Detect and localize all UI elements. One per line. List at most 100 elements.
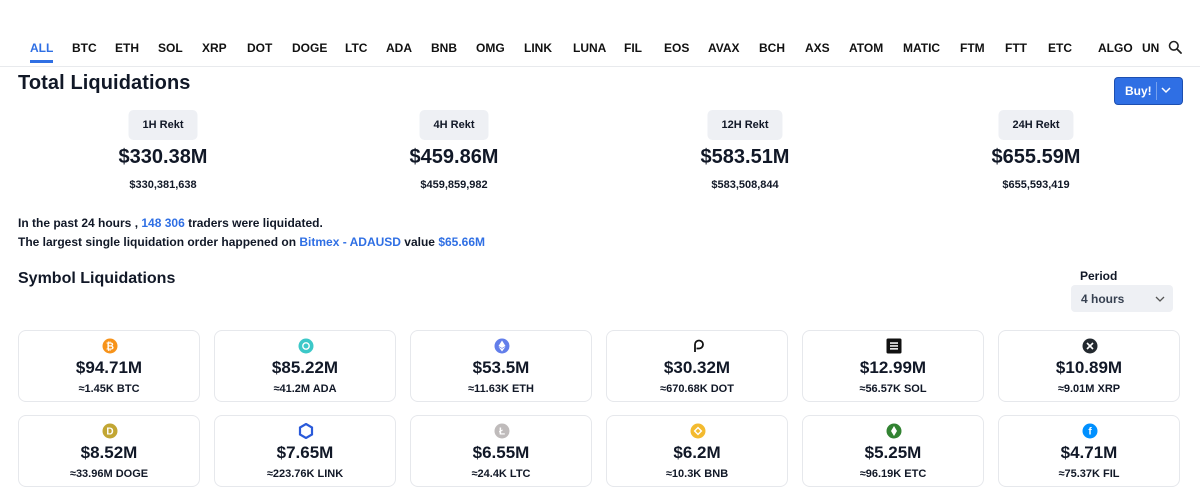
tab-eth[interactable]: ETH — [115, 41, 139, 55]
symbol-card-sol[interactable]: $12.99M ≈56.57K SOL — [802, 330, 984, 402]
tab-doge[interactable]: DOGE — [292, 41, 328, 55]
symbol-card-btc[interactable]: ₿ $94.71M ≈1.45K BTC — [18, 330, 200, 402]
symbol-card-ada[interactable]: $85.22M ≈41.2M ADA — [214, 330, 396, 402]
tab-all[interactable]: ALL — [30, 34, 54, 63]
tab-algo[interactable]: ALGO — [1098, 41, 1133, 55]
summary-text: value — [400, 235, 439, 249]
total-liquidations-title: Total Liquidations — [18, 72, 191, 94]
symbol-card-xrp[interactable]: $10.89M ≈9.01M XRP — [998, 330, 1180, 402]
rekt-total-short: $583.51M — [700, 146, 790, 168]
rekt-block-24h: 24H Rekt $655.59M $655,593,419 — [946, 110, 1126, 200]
tabs-divider — [0, 66, 1200, 67]
card-usd-value: $6.55M — [472, 443, 530, 462]
bitcoin-icon: ₿ — [102, 338, 118, 354]
tab-ada[interactable]: ADA — [386, 41, 412, 55]
card-coin-amount: ≈11.63K ETH — [468, 383, 534, 395]
tab-dot[interactable]: DOT — [247, 41, 273, 55]
symbol-card-doge[interactable]: D $8.52M ≈33.96M DOGE — [18, 415, 200, 487]
traders-count: 148 306 — [141, 216, 185, 230]
buy-button[interactable]: Buy! — [1115, 78, 1182, 104]
summary-text: The largest single liquidation order hap… — [18, 235, 300, 249]
tab-avax[interactable]: AVAX — [708, 41, 740, 55]
ethereum-classic-icon — [886, 423, 902, 439]
card-coin-amount: ≈96.19K ETC — [859, 468, 927, 480]
dogecoin-icon: D — [102, 423, 118, 439]
symbol-card-link[interactable]: $7.65M ≈223.76K LINK — [214, 415, 396, 487]
rekt-total-exact: $459,859,982 — [420, 179, 488, 191]
card-usd-value: $8.52M — [80, 443, 138, 462]
symbol-card-fil[interactable]: f $4.71M ≈75.37K FIL — [998, 415, 1180, 487]
polkadot-icon — [694, 339, 704, 352]
svg-text:₿: ₿ — [106, 341, 114, 353]
buy-button-label: Buy! — [1125, 84, 1152, 98]
tab-btc[interactable]: BTC — [72, 41, 97, 55]
tab-bnb[interactable]: BNB — [431, 41, 457, 55]
card-coin-amount: ≈41.2M ADA — [273, 383, 337, 395]
rekt-period-badge: 1H Rekt — [128, 110, 198, 140]
symbol-liquidations-title: Symbol Liquidations — [18, 270, 176, 287]
summary-line-largest-order: The largest single liquidation order hap… — [18, 233, 485, 252]
card-coin-amount: ≈33.96M DOGE — [69, 468, 149, 480]
tab-ltc[interactable]: LTC — [345, 41, 368, 55]
bnb-icon — [690, 423, 706, 439]
symbol-card-etc[interactable]: $5.25M ≈96.19K ETC — [802, 415, 984, 487]
rekt-total-short: $655.59M — [991, 146, 1081, 168]
card-coin-amount: ≈75.37K FIL — [1058, 468, 1120, 480]
symbol-card-ltc[interactable]: Ł $6.55M ≈24.4K LTC — [410, 415, 592, 487]
xrp-icon — [1082, 338, 1098, 354]
rekt-period-badge: 4H Rekt — [419, 110, 489, 140]
rekt-total-exact: $330,381,638 — [129, 179, 197, 191]
period-select[interactable]: 4 hours — [1071, 285, 1173, 312]
search-icon[interactable] — [1168, 40, 1182, 54]
summary-line-traders: In the past 24 hours , 148 306 traders w… — [18, 214, 485, 233]
card-usd-value: $94.71M — [75, 358, 143, 377]
tab-etc[interactable]: ETC — [1048, 41, 1072, 55]
tab-atom[interactable]: ATOM — [849, 41, 884, 55]
filecoin-icon: f — [1082, 423, 1098, 439]
tab-xrp[interactable]: XRP — [202, 41, 227, 55]
card-coin-amount: ≈1.45K BTC — [78, 383, 140, 395]
card-coin-amount: ≈10.3K BNB — [665, 468, 729, 480]
chainlink-icon — [298, 423, 314, 439]
card-usd-value: $12.99M — [859, 358, 927, 377]
chevron-down-icon[interactable] — [1160, 84, 1172, 96]
tab-axs[interactable]: AXS — [805, 41, 830, 55]
symbol-card-eth[interactable]: $53.5M ≈11.63K ETH — [410, 330, 592, 402]
tab-luna[interactable]: LUNA — [573, 41, 607, 55]
tab-ftm[interactable]: FTM — [960, 41, 985, 55]
ethereum-icon — [494, 338, 510, 354]
tab-bch[interactable]: BCH — [759, 41, 785, 55]
tab-sol[interactable]: SOL — [158, 41, 183, 55]
period-label: Period — [1080, 269, 1118, 283]
coin-tabs: ALL BTC ETH SOL XRP DOT DOGE LTC ADA BNB OMG LINK LU… — [0, 0, 1200, 70]
chevron-down-icon — [1155, 296, 1165, 302]
tab-link[interactable]: LINK — [524, 41, 552, 55]
tab-eos[interactable]: EOS — [664, 41, 690, 55]
rekt-period-badge: 24H Rekt — [998, 110, 1074, 140]
largest-order-exchange-link[interactable]: Bitmex - ADAUSD — [299, 235, 401, 249]
rekt-block-1h: 1H Rekt $330.38M $330,381,638 — [73, 110, 253, 200]
tab-ftt[interactable]: FTT — [1005, 41, 1027, 55]
card-usd-value: $85.22M — [271, 358, 339, 377]
summary-text: traders were liquidated. — [184, 216, 323, 230]
tab-strip: ALL BTC ETH SOL XRP DOT DOGE LTC ADA BNB OMG LINK LU… — [18, 34, 1160, 64]
svg-text:f: f — [1088, 427, 1092, 438]
tab-matic[interactable]: MATIC — [903, 41, 941, 55]
solana-icon — [886, 338, 902, 354]
symbol-card-dot[interactable]: $30.32M ≈670.68K DOT — [606, 330, 788, 402]
card-usd-value: $7.65M — [276, 443, 334, 462]
tab-uni[interactable]: UNI — [1142, 41, 1160, 55]
card-usd-value: $5.25M — [864, 443, 922, 462]
card-usd-value: $30.32M — [663, 358, 731, 377]
card-coin-amount: ≈670.68K DOT — [660, 383, 734, 395]
rekt-total-short: $330.38M — [118, 146, 208, 168]
tab-omg[interactable]: OMG — [476, 41, 505, 55]
rekt-total-short: $459.86M — [409, 146, 499, 168]
svg-text:Ł: Ł — [499, 427, 505, 438]
tab-fil[interactable]: FIL — [624, 41, 642, 55]
card-usd-value: $53.5M — [472, 358, 530, 377]
card-usd-value: $4.71M — [1060, 443, 1118, 462]
symbol-card-bnb[interactable]: $6.2M ≈10.3K BNB — [606, 415, 788, 487]
card-coin-amount: ≈56.57K SOL — [859, 383, 927, 395]
card-coin-amount: ≈24.4K LTC — [471, 468, 531, 480]
